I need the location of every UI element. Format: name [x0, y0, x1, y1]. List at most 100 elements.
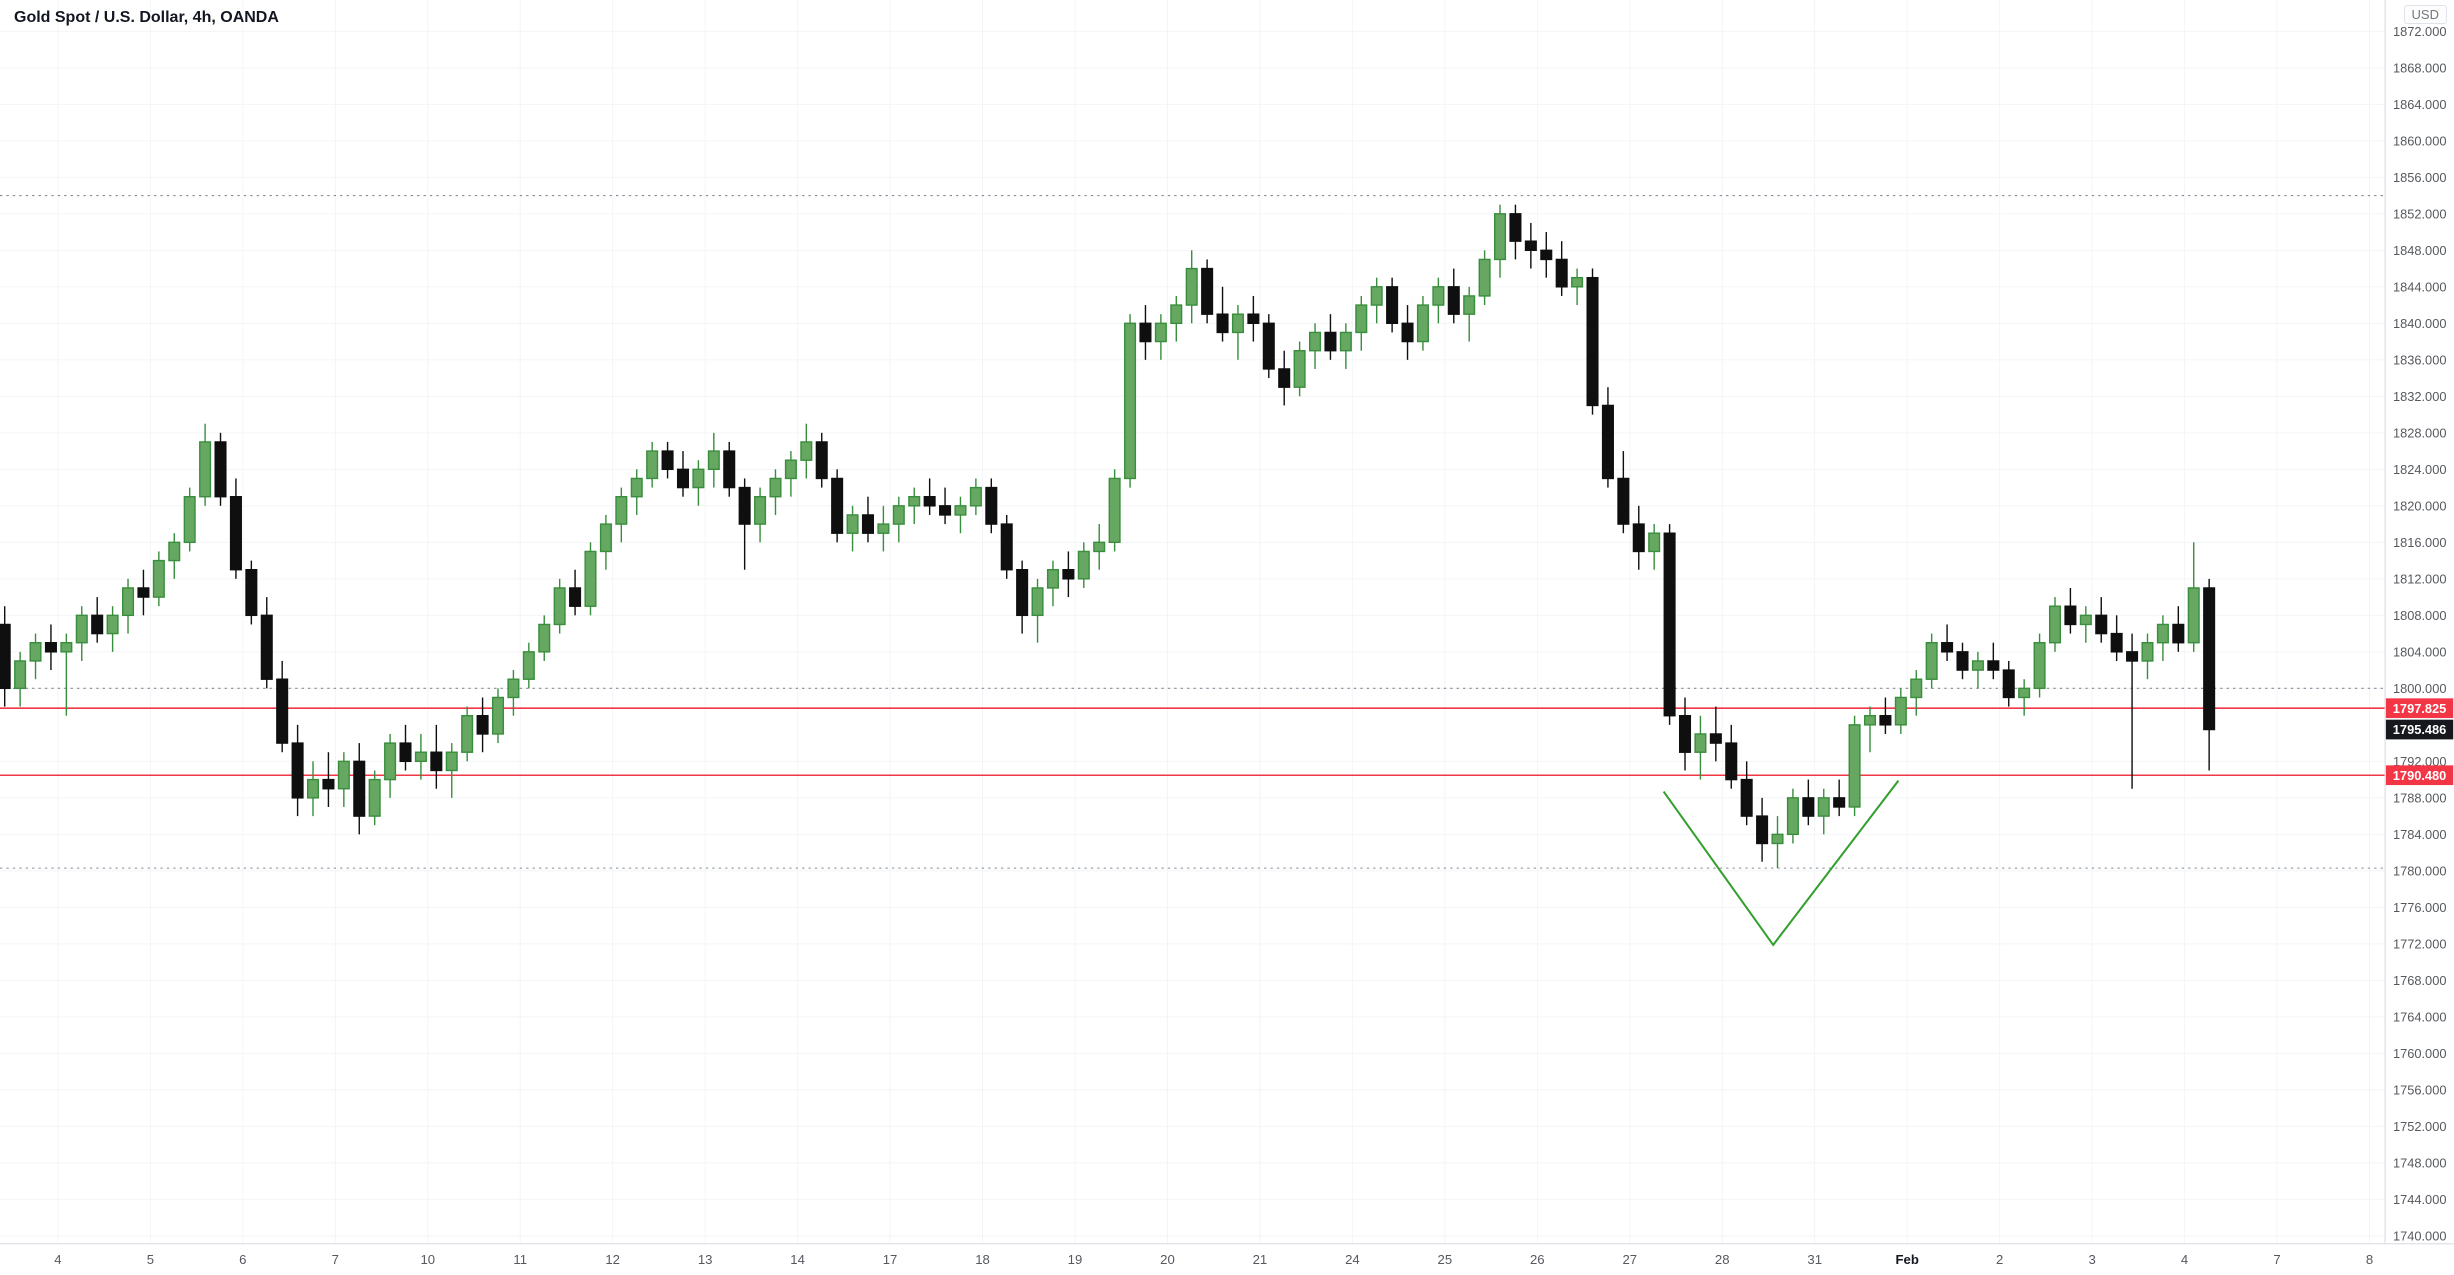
candle-body [1201, 267, 1214, 315]
candle-body [969, 486, 982, 507]
symbol-title[interactable]: Gold Spot / U.S. Dollar, 4h, OANDA [14, 9, 279, 26]
price-axis-label: 1784.000 [2393, 827, 2447, 842]
candle-body [2048, 605, 2062, 644]
candle-body [384, 742, 397, 781]
time-axis-label: 14 [790, 1252, 805, 1267]
candle-body [1571, 276, 1584, 288]
candle-body [1956, 651, 1969, 671]
candle-body [183, 495, 196, 544]
time-axis-label: 24 [1345, 1252, 1360, 1267]
candle-body [1786, 797, 1799, 836]
candle-body [491, 696, 505, 735]
candle-body [1386, 286, 1399, 325]
time-axis-label: 13 [698, 1252, 713, 1267]
price-level-lines[interactable] [0, 707, 2386, 777]
candle-body [692, 468, 705, 489]
candle-body [322, 778, 335, 790]
time-axis-label: 20 [1160, 1252, 1175, 1267]
candle-body [861, 514, 875, 534]
candle-body [553, 587, 566, 626]
level-price-tag [2385, 698, 2454, 719]
time-axis-label: 7 [332, 1252, 339, 1267]
candle-body [229, 495, 242, 571]
check-annotation[interactable] [1662, 780, 1900, 947]
candle-body [1154, 322, 1167, 343]
candle-body [2033, 642, 2046, 690]
candle-body [1339, 331, 1352, 352]
time-axis-label: 27 [1622, 1252, 1637, 1267]
price-axis-label: 1820.000 [2393, 498, 2447, 513]
time-axis-label: 10 [420, 1252, 435, 1267]
candle-body [707, 450, 720, 471]
candle-body [29, 642, 42, 662]
candle-body [1108, 477, 1121, 544]
candle-body [1817, 797, 1830, 817]
candle-body [599, 523, 612, 553]
price-axis[interactable]: 1872.000 1868.000 1864.000 1860.000 1856.000… [2384, 0, 2454, 1275]
price-axis-label: 1836.000 [2393, 352, 2447, 367]
price-axis-label: 1816.000 [2393, 535, 2447, 550]
candle-body [2203, 587, 2216, 731]
svg-text:1790.480: 1790.480 [2393, 768, 2447, 783]
time-axis-label: 5 [147, 1252, 154, 1267]
candle-body [1971, 660, 1984, 671]
candle-body [1941, 642, 1954, 653]
price-axis-label: 1792.000 [2393, 754, 2447, 769]
candle-body [877, 523, 890, 534]
candle-body [199, 441, 212, 498]
candle-body [430, 751, 443, 772]
candle-body [1355, 304, 1368, 334]
price-axis-label: 1856.000 [2393, 170, 2447, 185]
candle-body [1093, 541, 1106, 553]
candle-body [738, 486, 751, 525]
candle-body [784, 459, 797, 480]
candle-body [2172, 623, 2185, 644]
candle-body [2095, 614, 2108, 635]
candle-body [769, 477, 782, 498]
candle-body [461, 715, 474, 753]
price-axis-label: 1864.000 [2393, 97, 2447, 112]
time-axis[interactable]: 4 5 6 7 10 11 12 13 14 17 18 19 20 21 24 25 26 27 28 31 Feb 2… [0, 1243, 2454, 1275]
time-axis-label: 6 [239, 1252, 246, 1267]
time-axis-label: 7 [2273, 1252, 2280, 1267]
candle-body [1293, 349, 1306, 388]
candle-body [522, 651, 535, 680]
candle-body [245, 569, 258, 617]
candle-body [14, 660, 27, 690]
price-axis-label: 1832.000 [2393, 389, 2447, 404]
candle-body [831, 477, 844, 534]
candle-body [2064, 605, 2077, 626]
candle-body [538, 623, 551, 653]
candle-body [1771, 833, 1784, 845]
candle-body [1416, 304, 1429, 343]
candle-body [306, 778, 320, 799]
candle-body [1077, 550, 1090, 580]
candle-body [1139, 322, 1152, 343]
price-axis-label: 1776.000 [2393, 900, 2447, 915]
price-axis-label: 1764.000 [2393, 1009, 2447, 1024]
candle-body [168, 541, 181, 562]
candle-body [1046, 569, 1059, 589]
candle-body [121, 587, 135, 617]
candle-body [1278, 368, 1291, 388]
candle-body [1170, 304, 1183, 325]
time-axis-label: 4 [2181, 1252, 2188, 1267]
candle-body [1463, 295, 1476, 315]
candle-body [1894, 696, 1907, 726]
candle-body [676, 468, 690, 489]
candle-body [1447, 286, 1460, 315]
candle-body [353, 760, 366, 817]
candle-body [923, 495, 936, 507]
candle-body [2187, 587, 2200, 644]
candle-body [1863, 715, 1877, 726]
candle-body [1478, 258, 1491, 297]
candle-body [1802, 797, 1815, 817]
price-axis-label: 1756.000 [2393, 1082, 2447, 1097]
currency-badge: USD [2403, 5, 2447, 24]
candle-body [846, 514, 859, 534]
price-axis-label: 1808.000 [2393, 608, 2447, 623]
candle-body [1678, 715, 1692, 753]
price-axis-label: 1828.000 [2393, 425, 2447, 440]
